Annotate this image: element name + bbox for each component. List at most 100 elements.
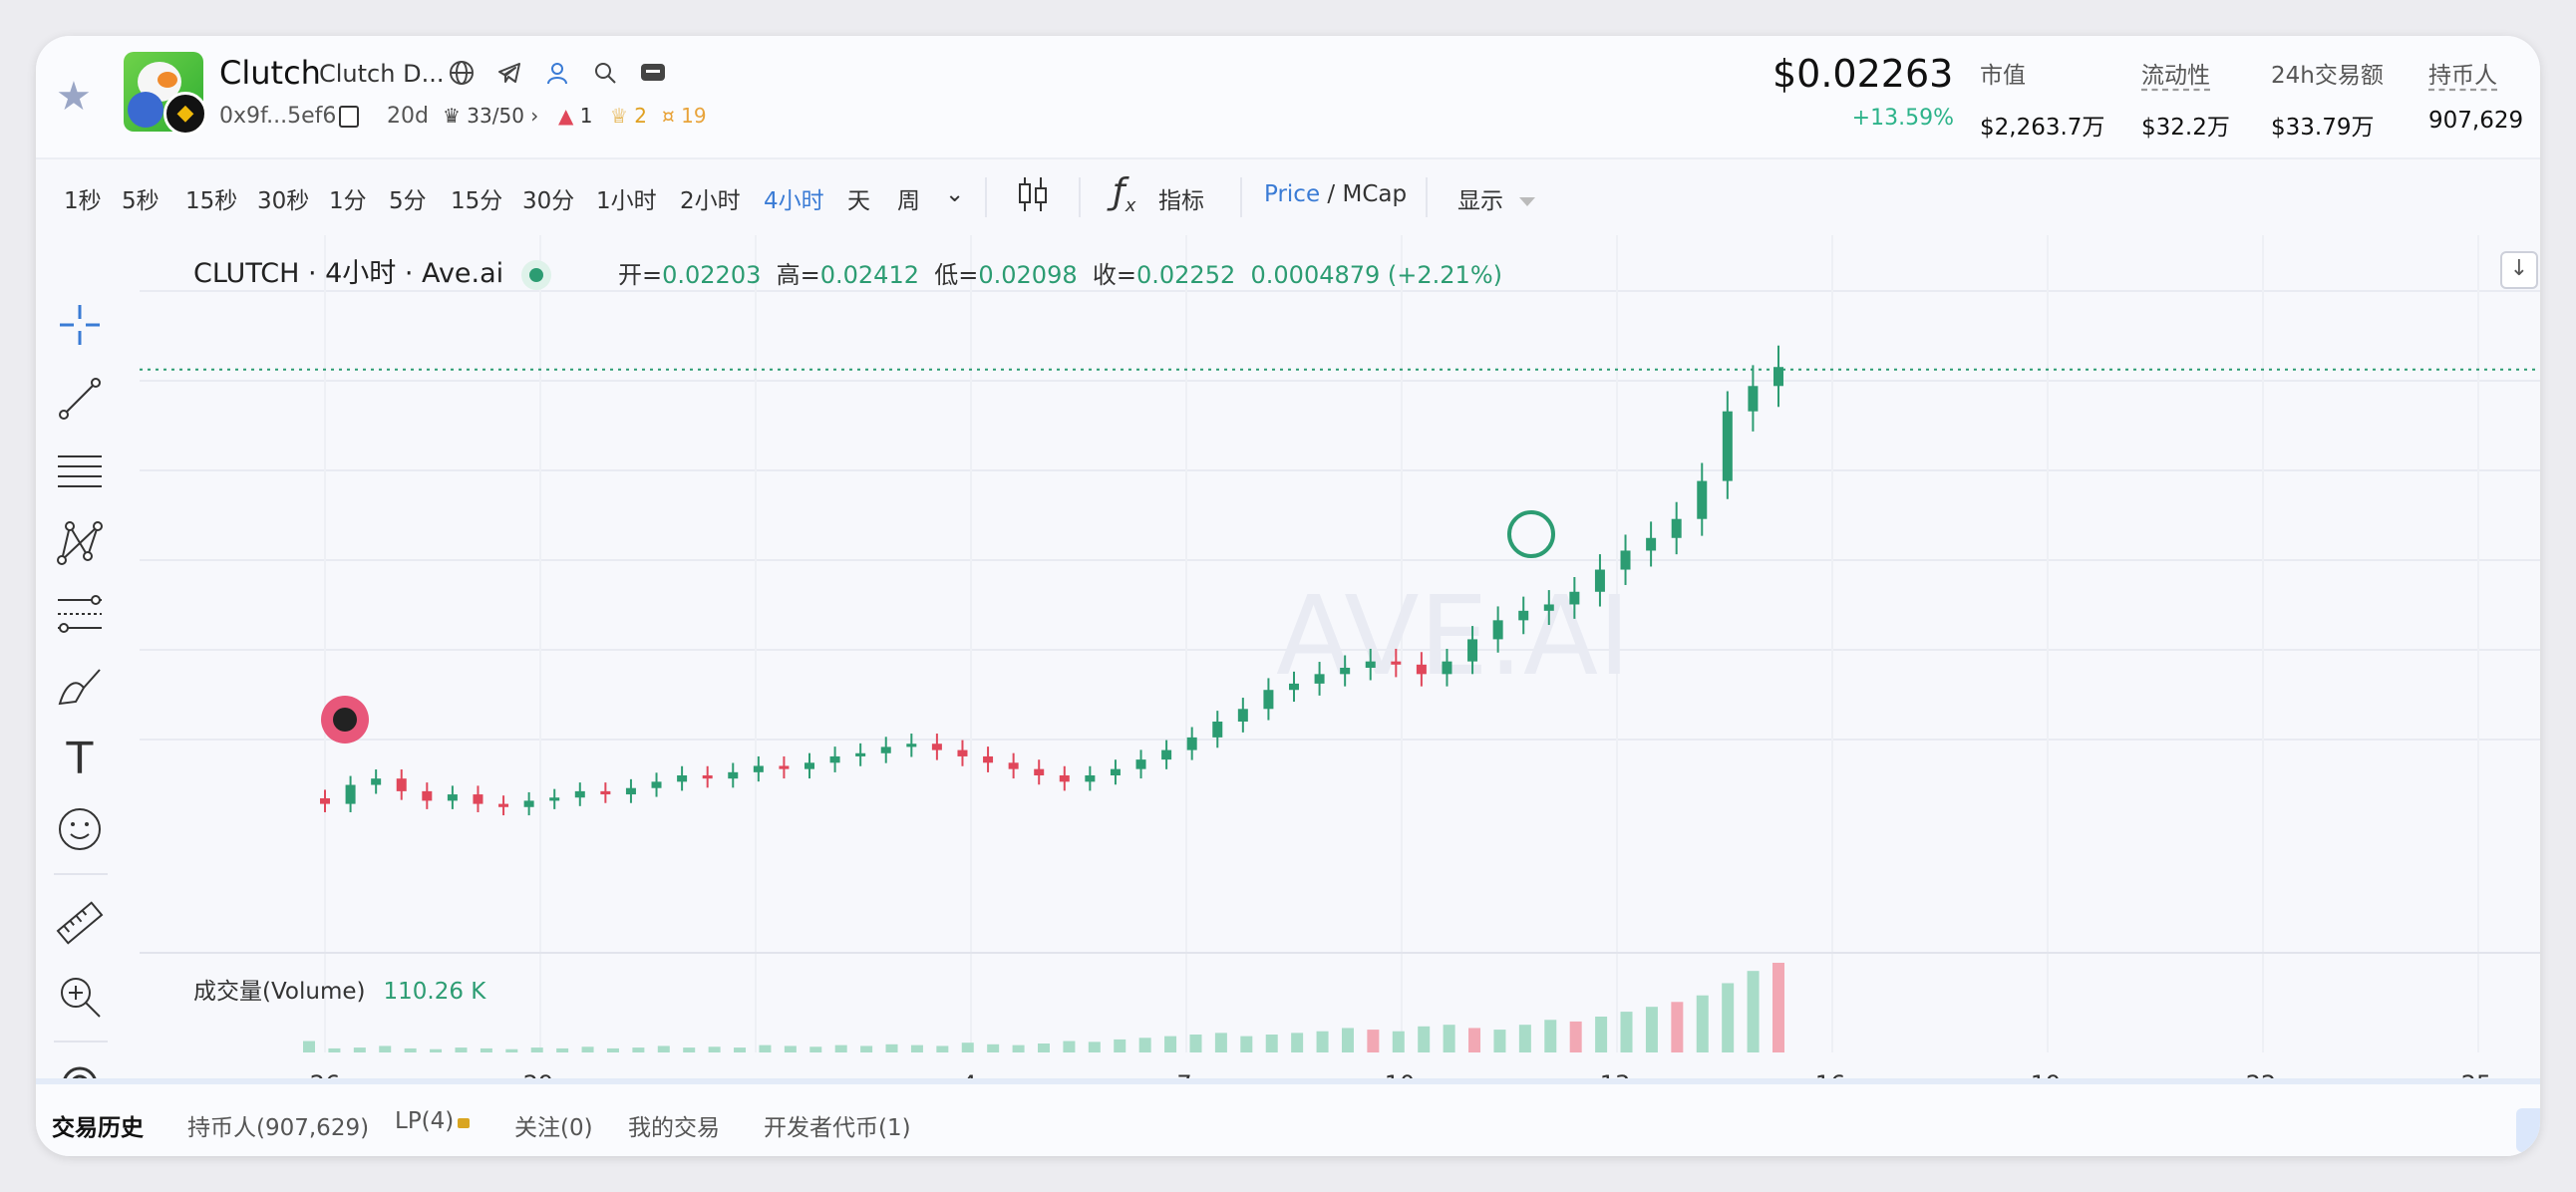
trend-line-tool-icon[interactable] [56,375,104,423]
candle [473,794,483,804]
candle [805,762,814,769]
drawing-tools: T [36,235,126,1132]
tab-trade-history[interactable]: 交易历史 [52,1115,144,1141]
timeframe-2h[interactable]: 2小时 [680,188,741,214]
volume-bar [834,1044,847,1052]
watermark-text: AVE.AI [1276,572,1631,700]
candle [1518,610,1529,621]
volume-bar [1468,1028,1481,1052]
volume-bar [1772,963,1784,1052]
chart-legend: CLUTCH · 4小时 · Ave.ai [193,251,563,290]
timeframe-5m[interactable]: 5分 [389,188,427,214]
volume-bar [961,1043,974,1052]
current-price: $0.02263 [1772,52,1954,96]
tab-dev-tokens[interactable]: 开发者代币(1) [764,1115,911,1141]
zoom-in-tool-icon[interactable] [56,973,104,1021]
volume-bar [1392,1031,1405,1052]
holders-stat[interactable]: 持币人 907,629 [2428,63,2524,134]
candle [523,800,534,807]
hat-icon: ▲ [558,104,574,128]
volume-bar [1291,1033,1304,1052]
volume-bar [708,1046,721,1052]
panel-toggle-handle[interactable] [2516,1108,2540,1152]
timeframe-week[interactable]: 周 [897,188,920,214]
candle [1365,661,1376,668]
website-globe-icon[interactable] [447,58,477,88]
candle [1059,775,1070,782]
volume-bar [1544,1020,1557,1052]
candle [345,784,356,804]
volume-bar [1063,1041,1076,1052]
candle [549,797,560,801]
display-menu[interactable]: 显示 [1457,181,1535,215]
volume-bar [987,1043,1000,1052]
copy-address-icon[interactable] [339,106,359,128]
ruler-tool-icon[interactable] [56,899,104,947]
top-holders-ratio[interactable]: ♛ 33/50 › [443,104,539,128]
candle [1416,664,1427,675]
tab-holders[interactable]: 持币人(907,629) [187,1115,370,1141]
price-chart[interactable]: AVE.AI CLUTCH · 4小时 · Ave.ai 开=0.02203 高… [140,235,2540,1104]
candle [1263,690,1274,710]
timeframe-15m[interactable]: 15分 [451,188,503,214]
candle [983,755,994,763]
timeframe-30m[interactable]: 30分 [522,188,575,214]
favorite-star-icon[interactable]: ★ [56,74,92,120]
timeframe-1s[interactable]: 1秒 [64,188,102,214]
contract-address: 0x9f...5ef6 [219,104,337,129]
volume-bar [353,1047,366,1052]
text-tool-icon[interactable]: T [66,734,94,784]
timeframe-4h[interactable]: 4小时 [764,188,824,214]
candle [1034,768,1045,775]
liquidity-stat[interactable]: 流动性 $32.2万 [2141,63,2230,141]
pattern-tool-icon[interactable] [56,518,104,566]
tab-lp[interactable]: LP(4) [395,1108,471,1134]
indicators-fx-icon[interactable]: ƒx [1113,171,1136,217]
candle [957,749,968,756]
candle [1008,762,1019,769]
emoji-tool-icon[interactable] [56,805,104,853]
brush-tool-icon[interactable] [56,664,104,712]
candle-type-icon[interactable] [1017,175,1049,222]
candle [1391,661,1402,665]
volume-legend: 成交量(Volume) 110.26 K [193,979,486,1005]
timeframe-more-chevron-icon[interactable]: ⌄ [945,181,965,207]
volume-bar [1696,995,1709,1052]
volume-bar [1038,1043,1050,1052]
chat-icon[interactable] [638,58,668,88]
timeframe-1m[interactable]: 1分 [329,188,367,214]
search-icon[interactable] [590,58,620,88]
volume-bar [404,1047,417,1052]
volume-bar [885,1043,898,1052]
crown-icon: ♛ [443,104,461,128]
indicators-button[interactable]: 指标 [1158,188,1204,214]
token-header: ★ ◆ Clutch Clutch D... 0x9f...5ef6 [36,36,2540,159]
timeframe-1h[interactable]: 1小时 [596,188,657,214]
tab-my-trades[interactable]: 我的交易 [628,1115,720,1141]
scroll-to-latest-button[interactable]: ↓ [2500,251,2538,289]
timeframe-5s[interactable]: 5秒 [122,188,160,214]
tab-watch[interactable]: 关注(0) [514,1115,593,1141]
timeframe-15s[interactable]: 15秒 [185,188,238,214]
user-profile-icon[interactable] [542,58,572,88]
timeframe-30s[interactable]: 30秒 [257,188,310,214]
candle [625,787,636,795]
candle [1748,386,1759,412]
volume-bar [1316,1031,1329,1052]
candle [1110,768,1121,775]
crosshair-tool-icon[interactable] [56,301,104,349]
volume-bar [1620,1012,1633,1052]
fibonacci-tool-icon[interactable] [56,590,104,638]
caret-down-icon [1519,197,1535,206]
risk-badge: ▲ 1 [558,104,593,128]
trophy-badge: ♕ 2 [610,104,648,128]
telegram-icon[interactable] [494,58,524,88]
chart-canvas[interactable]: AVE.AI [140,235,2540,1082]
candle [1620,550,1631,570]
lock-icon [458,1118,471,1128]
price-mcap-toggle[interactable]: Price / MCap [1264,181,1408,207]
volume-bar [1214,1033,1227,1052]
candle [779,765,790,769]
horizontal-lines-tool-icon[interactable] [56,447,104,494]
timeframe-day[interactable]: 天 [847,188,870,214]
